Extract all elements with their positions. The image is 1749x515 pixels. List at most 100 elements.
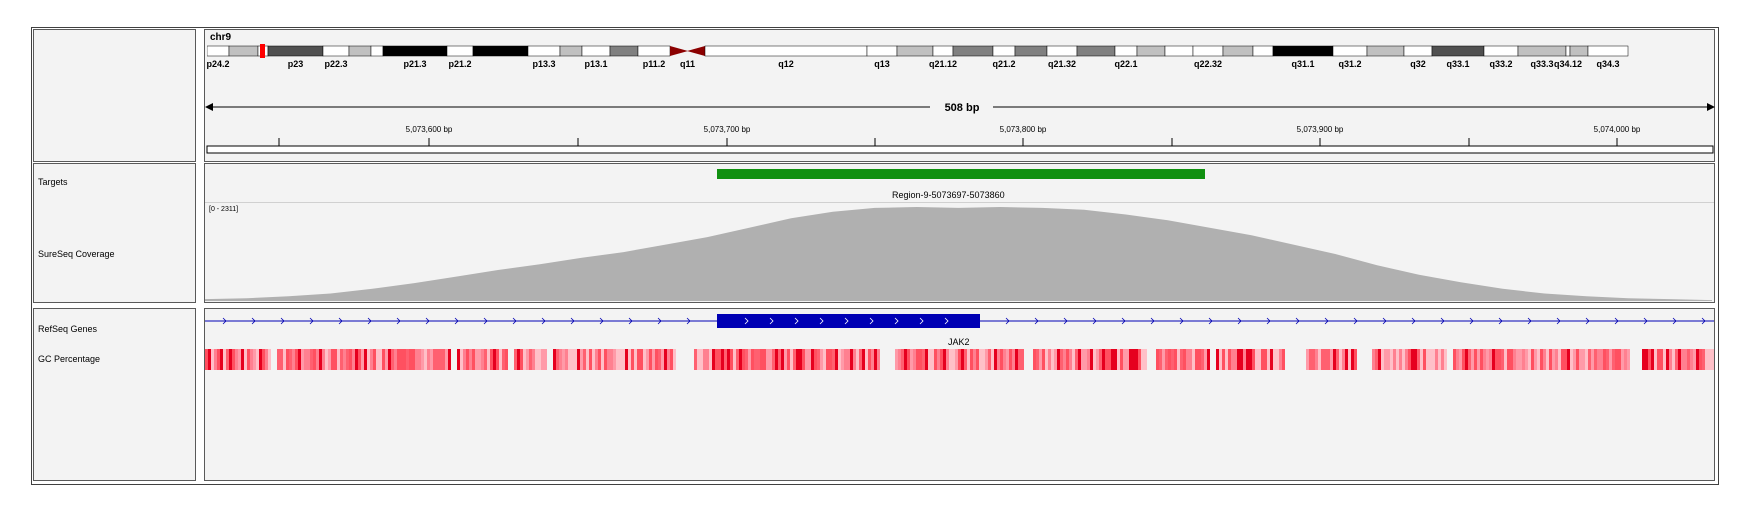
gc-segment <box>856 349 859 370</box>
gc-segment <box>1435 349 1438 370</box>
gc-segment <box>526 349 529 370</box>
strand-arrow <box>1469 317 1474 325</box>
gene-name-label: JAK2 <box>948 337 970 347</box>
gc-segment <box>1690 349 1693 370</box>
gc-segment <box>1057 349 1060 370</box>
gc-segment <box>1183 349 1186 370</box>
strand-arrow <box>1295 317 1300 325</box>
gc-segment <box>1138 349 1141 370</box>
gc-segment <box>1228 349 1231 370</box>
gc-segment <box>439 349 442 370</box>
gc-segment <box>895 349 898 370</box>
ideogram[interactable]: p24.2 p23 p22.3 p21.3 p21.2 p13.3 p13.1 p11.2 q1… <box>207 43 1715 73</box>
gc-segment <box>1483 349 1486 370</box>
gc-segment <box>1042 349 1045 370</box>
ruler[interactable]: 508 bp 5,073,600 bp 5,073,700 bp 5,073,800 … <box>205 95 1715 155</box>
gc-segment <box>931 349 934 370</box>
band-label: q12 <box>778 59 794 69</box>
gc-segment <box>1018 349 1021 370</box>
current-region-marker[interactable] <box>260 44 265 58</box>
data-panel-bottom <box>204 308 1715 481</box>
gc-segment <box>820 349 823 370</box>
gc-segment <box>568 349 571 370</box>
gc-segment <box>1438 349 1441 370</box>
gc-segment <box>661 349 664 370</box>
gc-segment <box>1084 349 1087 370</box>
gc-segment <box>637 349 640 370</box>
chromosome-band <box>637 45 671 57</box>
gc-segment <box>1600 349 1603 370</box>
gc-segment <box>1528 349 1531 370</box>
refseq-track-name[interactable]: RefSeq Genes <box>38 324 98 334</box>
gc-segment <box>784 349 787 370</box>
gc-segment <box>988 349 991 370</box>
strand-arrow <box>483 317 488 325</box>
gc-segment <box>874 349 877 370</box>
gc-segment <box>1132 349 1135 370</box>
gc-segment <box>259 349 262 370</box>
gc-segment <box>397 349 400 370</box>
gc-segment <box>1039 349 1042 370</box>
gc-segment <box>1558 349 1561 370</box>
gc-segment <box>1543 349 1546 370</box>
gc-segment <box>1063 349 1066 370</box>
gc-segment <box>1225 349 1228 370</box>
gc-percentage-track[interactable] <box>205 349 1714 371</box>
gc-segment <box>361 349 364 370</box>
gc-segment <box>1330 349 1333 370</box>
gc-segment <box>1489 349 1492 370</box>
refseq-gene-track[interactable] <box>205 310 1714 340</box>
gc-segment <box>646 349 649 370</box>
gc-segment <box>937 349 940 370</box>
gc-segment <box>1672 349 1675 370</box>
targets-track-name[interactable]: Targets <box>38 177 68 187</box>
gc-segment <box>1429 349 1432 370</box>
gc-segment <box>211 349 214 370</box>
target-feature-bar[interactable] <box>717 169 1205 179</box>
gc-segment <box>901 349 904 370</box>
strand-arrow <box>1266 317 1271 325</box>
gc-segment <box>1606 349 1609 370</box>
gc-segment <box>643 349 646 370</box>
gc-segment <box>994 349 997 370</box>
gc-segment <box>1216 349 1219 370</box>
gc-segment <box>1120 349 1123 370</box>
strand-arrow <box>1208 317 1213 325</box>
gc-segment <box>1621 349 1624 370</box>
gc-segment <box>829 349 832 370</box>
strand-arrow <box>599 317 604 325</box>
gc-segment <box>877 349 880 370</box>
coverage-track-name[interactable]: SureSeq Coverage <box>38 249 115 259</box>
gc-segment <box>658 349 661 370</box>
gc-segment <box>1048 349 1051 370</box>
gc-segment <box>991 349 994 370</box>
gc-segment <box>1459 349 1462 370</box>
gc-segment <box>1240 349 1243 370</box>
gc-segment <box>1189 349 1192 370</box>
gc-segment <box>1375 349 1378 370</box>
gc-segment <box>1597 349 1600 370</box>
gc-segment <box>1069 349 1072 370</box>
gc-segment <box>460 349 463 370</box>
gc-segment <box>1570 349 1573 370</box>
gc-segment <box>1162 349 1165 370</box>
gc-segment <box>1462 349 1465 370</box>
gc-segment <box>1156 349 1159 370</box>
gc-segment <box>1507 349 1510 370</box>
band-label: q33.2 <box>1489 59 1512 69</box>
gc-segment <box>457 349 460 370</box>
gc-segment <box>1267 349 1270 370</box>
gc-segment <box>628 349 631 370</box>
gc-segment <box>1036 349 1039 370</box>
gc-segment <box>847 349 850 370</box>
band-label: p21.3 <box>403 59 426 69</box>
coverage-area[interactable] <box>205 203 1714 303</box>
gc-segment <box>1387 349 1390 370</box>
chromosome-band <box>1332 45 1368 57</box>
chromosome-band <box>704 45 868 57</box>
gc-segment <box>1012 349 1015 370</box>
gc-segment <box>505 349 508 370</box>
gc-segment <box>1684 349 1687 370</box>
gc-track-name[interactable]: GC Percentage <box>38 354 101 364</box>
gc-segment <box>379 349 382 370</box>
